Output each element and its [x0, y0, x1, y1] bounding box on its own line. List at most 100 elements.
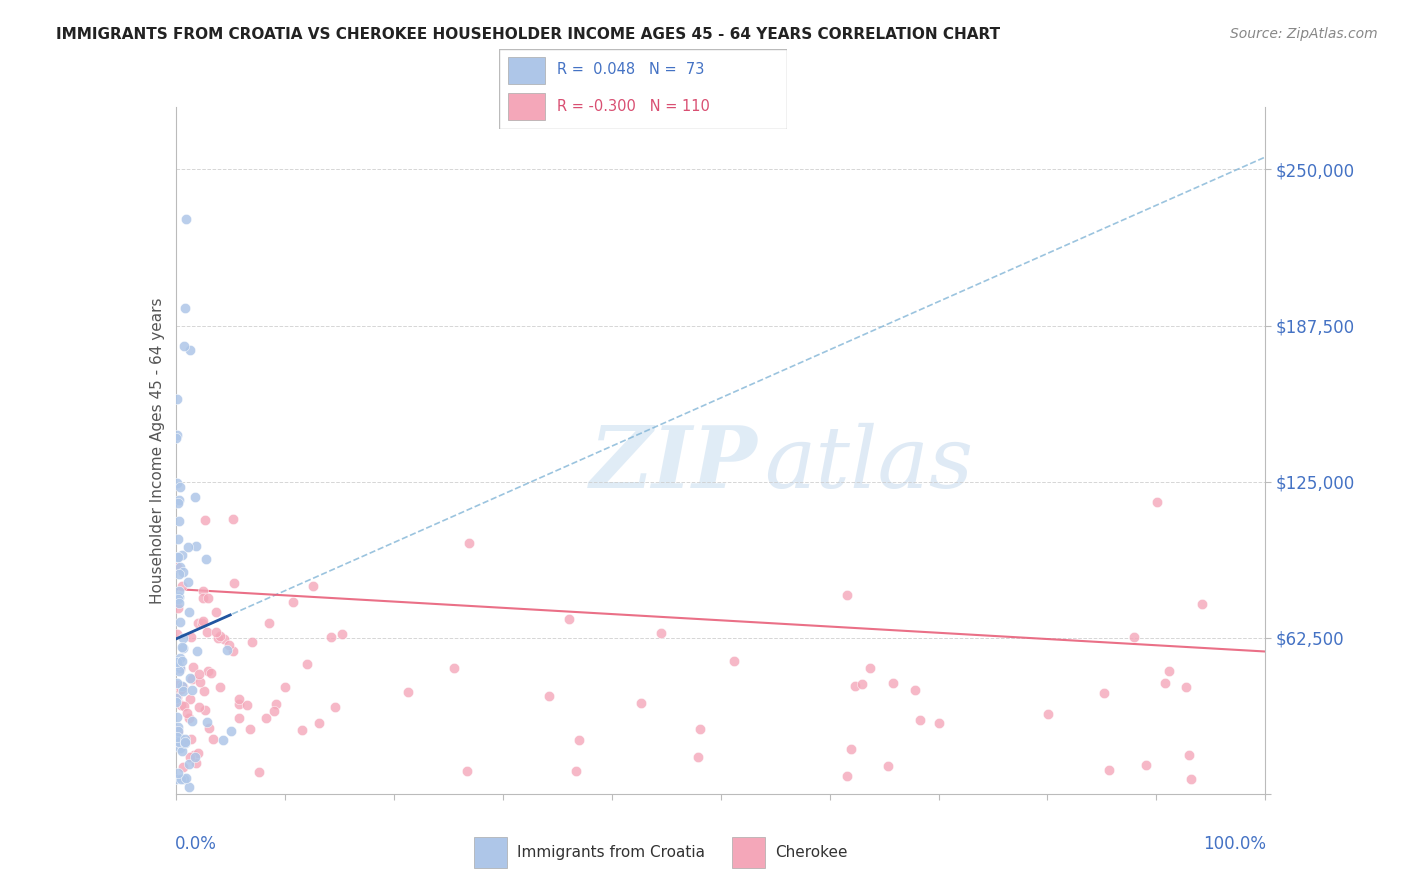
Point	[877, 759, 900, 773]
Point	[170, 680, 193, 694]
FancyBboxPatch shape	[499, 49, 787, 129]
Point	[173, 731, 195, 746]
Point	[723, 654, 745, 668]
Point	[166, 549, 188, 564]
Point	[173, 339, 195, 353]
Text: 100.0%: 100.0%	[1204, 835, 1267, 853]
Point	[851, 677, 873, 691]
Point	[195, 714, 218, 729]
Point	[169, 731, 191, 746]
Point	[188, 699, 211, 714]
Point	[172, 631, 194, 645]
Text: Cherokee: Cherokee	[775, 846, 848, 860]
Point	[458, 536, 481, 550]
Point	[187, 746, 209, 760]
Point	[257, 615, 280, 630]
Point	[180, 673, 202, 687]
Point	[1135, 758, 1157, 772]
Point	[630, 696, 652, 710]
Point	[254, 710, 277, 724]
Point	[177, 780, 200, 794]
Point	[167, 596, 190, 610]
Point	[173, 301, 195, 315]
Point	[558, 612, 581, 626]
Point	[169, 560, 191, 574]
Point	[167, 720, 190, 734]
Point	[180, 731, 202, 746]
Point	[166, 676, 188, 690]
Point	[165, 690, 187, 705]
Point	[263, 704, 285, 718]
Point	[177, 756, 200, 771]
Point	[169, 664, 191, 678]
Point	[568, 732, 591, 747]
Point	[167, 765, 190, 780]
Point	[1180, 772, 1202, 786]
Point	[173, 698, 195, 713]
Point	[302, 579, 325, 593]
Point	[224, 576, 246, 591]
Point	[169, 615, 191, 629]
Point	[183, 750, 205, 764]
Text: IMMIGRANTS FROM CROATIA VS CHEROKEE HOUSEHOLDER INCOME AGES 45 - 64 YEARS CORREL: IMMIGRANTS FROM CROATIA VS CHEROKEE HOUS…	[56, 27, 1000, 42]
Point	[169, 740, 191, 755]
Point	[228, 697, 250, 711]
Point	[166, 533, 188, 547]
Point	[187, 615, 209, 630]
Text: 0.0%: 0.0%	[174, 835, 217, 853]
Point	[169, 662, 191, 676]
Point	[170, 698, 193, 713]
Point	[176, 706, 198, 720]
Point	[274, 681, 297, 695]
Point	[1154, 676, 1177, 690]
Point	[177, 574, 200, 589]
Point	[177, 540, 200, 554]
Point	[235, 698, 257, 712]
Point	[166, 730, 188, 744]
Point	[174, 212, 197, 227]
Point	[205, 625, 228, 640]
Point	[167, 515, 190, 529]
Point	[169, 480, 191, 494]
Point	[650, 625, 672, 640]
Point	[170, 640, 193, 654]
Point	[184, 490, 207, 504]
FancyBboxPatch shape	[508, 94, 546, 120]
Point	[167, 590, 190, 604]
Point	[200, 665, 222, 680]
Point	[194, 703, 217, 717]
Text: ZIP: ZIP	[591, 423, 758, 506]
Point	[565, 764, 588, 779]
Point	[170, 654, 193, 668]
Point	[396, 685, 419, 699]
Point	[181, 659, 204, 673]
Point	[308, 716, 330, 731]
Point	[191, 591, 214, 606]
Point	[323, 700, 346, 714]
Point	[165, 431, 187, 445]
Point	[169, 661, 191, 675]
Point	[191, 583, 214, 598]
Point	[222, 512, 245, 526]
Point	[228, 691, 250, 706]
Point	[170, 772, 193, 787]
Point	[908, 713, 931, 727]
Point	[537, 689, 560, 703]
Point	[1092, 686, 1115, 700]
Point	[1191, 597, 1213, 611]
Point	[295, 657, 318, 672]
Point	[172, 760, 194, 774]
Point	[186, 644, 208, 658]
Point	[240, 635, 263, 649]
Point	[180, 631, 202, 645]
Point	[208, 629, 231, 643]
Point	[837, 769, 859, 783]
Point	[170, 548, 193, 562]
Point	[167, 601, 190, 615]
Point	[167, 584, 190, 599]
Point	[179, 343, 201, 357]
Point	[689, 723, 711, 737]
Point	[166, 560, 188, 574]
Point	[166, 735, 188, 749]
Y-axis label: Householder Income Ages 45 - 64 years: Householder Income Ages 45 - 64 years	[149, 297, 165, 604]
